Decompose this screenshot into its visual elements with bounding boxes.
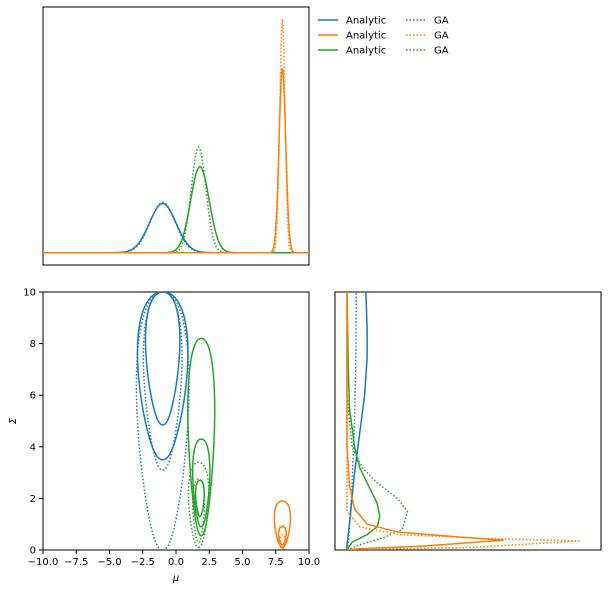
x-axis-label: μ	[172, 573, 179, 584]
mu-series-blue-dotted	[43, 201, 309, 254]
contour-orange-dotted	[279, 533, 286, 549]
legend-label: Analytic	[346, 31, 386, 42]
y-tick-label: 6	[30, 391, 36, 402]
contour-green-solid	[191, 438, 211, 528]
mu-marginal-plot	[43, 19, 309, 254]
contour-green-solid	[194, 479, 205, 518]
x-tick-label: 0.0	[168, 557, 184, 568]
sigma-series-orange-solid	[346, 292, 504, 550]
x-tick-label: −10.0	[28, 557, 59, 568]
x-tick-label: −7.5	[64, 557, 88, 568]
x-tick-label: 7.5	[268, 557, 284, 568]
joint-axis-ticks: −10.0 −7.5 −5.0 −2.5 0.0 2.5 5.0 7.5 10.0 0 2 4 6 8 10	[23, 288, 320, 569]
contour-green-dotted	[191, 478, 206, 544]
contour-blue-solid	[144, 292, 181, 426]
sigma-marginal-plot	[346, 292, 580, 550]
contour-orange-dotted	[277, 524, 287, 550]
mu-series-orange-solid	[43, 68, 309, 254]
x-tick-label: 5.0	[235, 557, 251, 568]
legend-label: Analytic	[346, 46, 386, 57]
legend-label: Analytic	[346, 16, 386, 27]
sigma-series-green-solid	[346, 292, 381, 550]
sigma-series-blue-dotted	[346, 292, 358, 550]
contour-blue-solid	[136, 292, 189, 461]
legend-label: GA	[434, 31, 449, 42]
sigma-series-group	[346, 292, 580, 550]
y-tick-label: 8	[30, 339, 36, 350]
x-tick-label: −5.0	[97, 557, 121, 568]
contour-green-solid	[187, 337, 216, 537]
sigma-series-blue-solid	[346, 292, 368, 550]
sigma-marginal-axes	[334, 291, 602, 551]
y-tick-label: 2	[30, 494, 36, 505]
contour-group	[135, 292, 292, 550]
legend-label: GA	[434, 16, 449, 27]
legend-label: GA	[434, 46, 449, 57]
y-tick-label: 4	[30, 442, 36, 453]
y-tick-label: 10	[23, 288, 36, 299]
x-tick-label: 10.0	[298, 557, 320, 568]
mu-series-green-dotted	[43, 146, 309, 254]
mu-series-orange-dotted	[43, 19, 309, 254]
mu-series-blue-solid	[43, 202, 309, 254]
mu-marginal-axes	[42, 6, 310, 266]
y-axis-label: Σ	[8, 417, 19, 424]
joint-contour-plot	[135, 292, 292, 550]
y-tick-label: 0	[30, 546, 36, 557]
x-tick-label: −2.5	[131, 557, 155, 568]
contour-blue-dotted	[142, 292, 183, 471]
contour-green-dotted	[187, 461, 210, 549]
sigma-series-orange-dotted	[346, 292, 580, 550]
joint-axes	[42, 291, 310, 551]
contour-orange-solid	[273, 500, 292, 549]
mu-series-green-solid	[43, 165, 309, 254]
x-tick-label: 2.5	[201, 557, 217, 568]
legend: Analytic Analytic Analytic GA GA GA	[318, 16, 449, 57]
